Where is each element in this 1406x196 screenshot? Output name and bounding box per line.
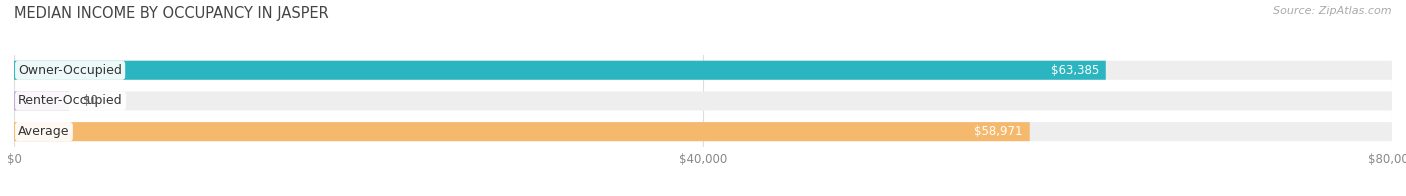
Text: MEDIAN INCOME BY OCCUPANCY IN JASPER: MEDIAN INCOME BY OCCUPANCY IN JASPER — [14, 6, 329, 21]
FancyBboxPatch shape — [14, 122, 1392, 141]
Text: Source: ZipAtlas.com: Source: ZipAtlas.com — [1274, 6, 1392, 16]
FancyBboxPatch shape — [14, 91, 1392, 111]
Text: Renter-Occupied: Renter-Occupied — [18, 94, 122, 107]
FancyBboxPatch shape — [14, 61, 1392, 80]
FancyBboxPatch shape — [14, 61, 1105, 80]
Text: $0: $0 — [83, 94, 98, 107]
Text: $63,385: $63,385 — [1050, 64, 1099, 77]
FancyBboxPatch shape — [14, 91, 69, 111]
Text: Average: Average — [18, 125, 70, 138]
Text: Owner-Occupied: Owner-Occupied — [18, 64, 122, 77]
FancyBboxPatch shape — [14, 122, 1029, 141]
Text: $58,971: $58,971 — [974, 125, 1022, 138]
